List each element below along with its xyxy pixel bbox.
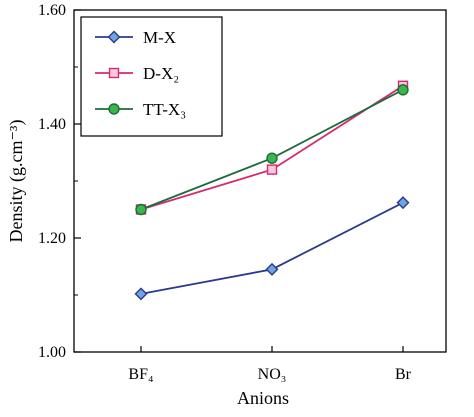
- legend-tt-x3-label: TT-X₃: [143, 100, 186, 119]
- series-tt-x3-marker-2: [266, 152, 278, 164]
- series-tt-x3: [135, 84, 409, 216]
- y-tick-label: 1.40: [38, 116, 66, 133]
- x-tick-label: Br: [395, 366, 412, 383]
- legend-m-x-label: M-X: [143, 28, 176, 47]
- series-m-x-marker-3: [396, 196, 410, 210]
- legend-d-x2-marker: [108, 67, 120, 79]
- legend-d-x2: D-X₂: [95, 64, 179, 83]
- legend-m-x-marker: [107, 30, 121, 44]
- series-m-x-marker-2: [265, 262, 279, 276]
- series-m-x: [134, 196, 410, 301]
- x-axis-title: Anions: [237, 388, 289, 408]
- series-d-x2-marker-2: [266, 164, 278, 175]
- legend-d-x2-label: D-X₂: [143, 64, 179, 83]
- series-tt-x3-marker-3: [397, 84, 409, 96]
- x-tick-label: BF₄: [128, 366, 154, 383]
- y-axis-title: Density (g.cm⁻³): [6, 120, 27, 243]
- series-tt-x3-marker-1: [135, 203, 147, 216]
- y-tick-label: 1.60: [38, 2, 66, 19]
- legend-tt-x3: TT-X₃: [95, 100, 186, 119]
- x-tick-label: NO₃: [258, 366, 287, 383]
- series-m-x-marker-1: [134, 287, 148, 301]
- series-m-x-line: [140, 201, 404, 295]
- y-tick-label: 1.00: [38, 344, 66, 361]
- y-tick-label: 1.20: [38, 230, 66, 247]
- legend-tt-x3-marker: [108, 103, 120, 115]
- legend-m-x: M-X: [95, 28, 176, 47]
